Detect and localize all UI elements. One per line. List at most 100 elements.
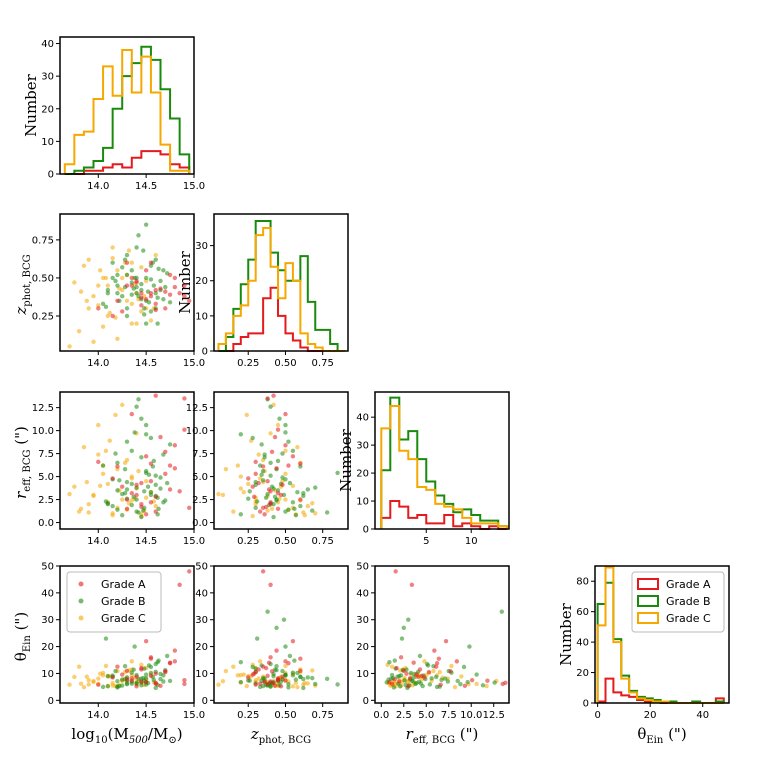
scatter-point <box>290 684 296 689</box>
scatter-theta-ytick-label: 40 <box>356 588 369 599</box>
scatter-point <box>271 486 276 491</box>
scatter-point <box>153 503 158 509</box>
scatter-point <box>287 480 293 486</box>
scatter-point <box>313 485 318 490</box>
scatter-point <box>110 260 115 265</box>
scatter-point <box>422 675 427 680</box>
scatter-point <box>86 510 91 515</box>
scatter-point <box>148 318 154 323</box>
legend-scatter: Grade A Grade B Grade C <box>66 571 162 633</box>
scatter-point <box>324 510 330 515</box>
scatter-point <box>253 682 258 687</box>
scatter-point <box>96 422 101 428</box>
scatter-point <box>252 494 257 500</box>
scatter-point <box>105 290 111 296</box>
scatter-zphot-xtick-label: 0.25 <box>237 710 259 721</box>
hist-theta-ytick-label: 0 <box>583 699 589 710</box>
scatter-point <box>411 660 416 665</box>
scatter-point <box>124 479 130 485</box>
scatter-point <box>143 268 149 273</box>
scatter-point <box>283 678 288 683</box>
scatter-point <box>246 675 251 680</box>
scatter-point <box>163 306 168 311</box>
scatter-point <box>153 482 158 488</box>
scatter-point <box>139 679 144 684</box>
scatter-point <box>406 684 411 689</box>
scatter-reff-ytick-label: 2.5 <box>192 495 208 506</box>
scatter-panel-reff-theta: 0.0 2.5 5.0 7.5 10.0 12.5 0 10 20 30 40 50 <box>356 562 510 721</box>
scatter-point <box>469 677 475 683</box>
scatter-point <box>96 303 101 308</box>
scatter-point <box>122 663 128 669</box>
scatter-point <box>139 514 144 520</box>
scatter-point <box>271 393 276 398</box>
scatter-point <box>462 683 468 689</box>
scatter-point <box>110 245 115 250</box>
scatter-point <box>286 685 291 690</box>
scatter-point <box>163 284 168 290</box>
scatter-point <box>287 653 293 659</box>
scatter-point <box>103 304 109 310</box>
scatter-point <box>459 674 464 679</box>
scatter-point <box>182 677 187 683</box>
scatter-point <box>286 439 291 444</box>
scatter-point <box>139 683 144 688</box>
scatter-point <box>409 582 415 588</box>
scatter-point <box>96 459 101 465</box>
x-axis-labels: log10(M500/M⊙) zphot, BCG reff, BCG (") θEi… <box>71 725 686 746</box>
scatter-point <box>298 668 303 673</box>
scatter-m500-xtick-label: 14.5 <box>135 710 157 721</box>
scatter-point <box>246 476 251 481</box>
scatter-point <box>391 685 397 690</box>
scatter-point <box>81 263 87 268</box>
scatter-point <box>153 257 158 262</box>
scatter-point <box>139 504 144 510</box>
scatter-point <box>290 483 296 488</box>
hist-reff-xtick-label: 10 <box>465 536 478 547</box>
scatter-point <box>298 497 303 502</box>
scatter-point <box>148 435 154 441</box>
hist-zphot-ytick-label: 20 <box>195 276 208 287</box>
scatter-zphot-xtick-label: 0.50 <box>274 710 296 721</box>
scatter-point <box>153 252 158 258</box>
scatter-point <box>153 290 158 296</box>
scatter-point <box>129 260 134 265</box>
scatter-point <box>313 681 318 687</box>
scatter-point <box>143 321 149 326</box>
scatter-point <box>283 477 288 482</box>
scatter-point <box>129 448 134 454</box>
scatter-point <box>115 268 120 273</box>
scatter-theta-ytick-label: 30 <box>356 615 369 626</box>
scatter-point <box>238 486 243 491</box>
scatter-point <box>110 255 115 261</box>
scatter-point <box>260 478 266 483</box>
scatter-point <box>286 661 291 666</box>
hist-frame-m500 <box>59 36 195 175</box>
scatter-point <box>401 625 406 630</box>
scatter-point <box>158 676 163 682</box>
scatter-point <box>293 680 299 686</box>
scatter-point <box>115 272 120 278</box>
scatter-point <box>301 676 306 682</box>
scatter-point <box>167 487 173 492</box>
scatter-point <box>141 675 146 681</box>
scatter-theta-ytick-label: 40 <box>195 588 208 599</box>
scatter-point <box>139 662 144 668</box>
scatter-point <box>124 487 130 492</box>
scatter-point <box>392 677 397 682</box>
scatter-panel-m500-reff: 14.0 14.5 15.0 0.0 2.5 5.0 7.5 10.0 12.5 reff, BC… <box>12 391 205 547</box>
scatter-point <box>283 497 288 502</box>
scatter-point <box>148 492 154 498</box>
scatter-point <box>427 682 433 687</box>
scatter-point <box>155 295 160 300</box>
scatter-point <box>100 301 106 307</box>
scatter-point <box>146 472 152 477</box>
scatter-point <box>143 672 149 677</box>
scatter-point <box>484 683 489 689</box>
scatter-point <box>107 310 112 316</box>
hist-panel-theta: 0 20 40 0 20 40 60 80 Number <box>557 565 730 721</box>
scatter-reff-xtick-label: 0.0 <box>373 710 389 721</box>
scatter-point <box>250 435 255 441</box>
scatter-point <box>67 682 72 687</box>
